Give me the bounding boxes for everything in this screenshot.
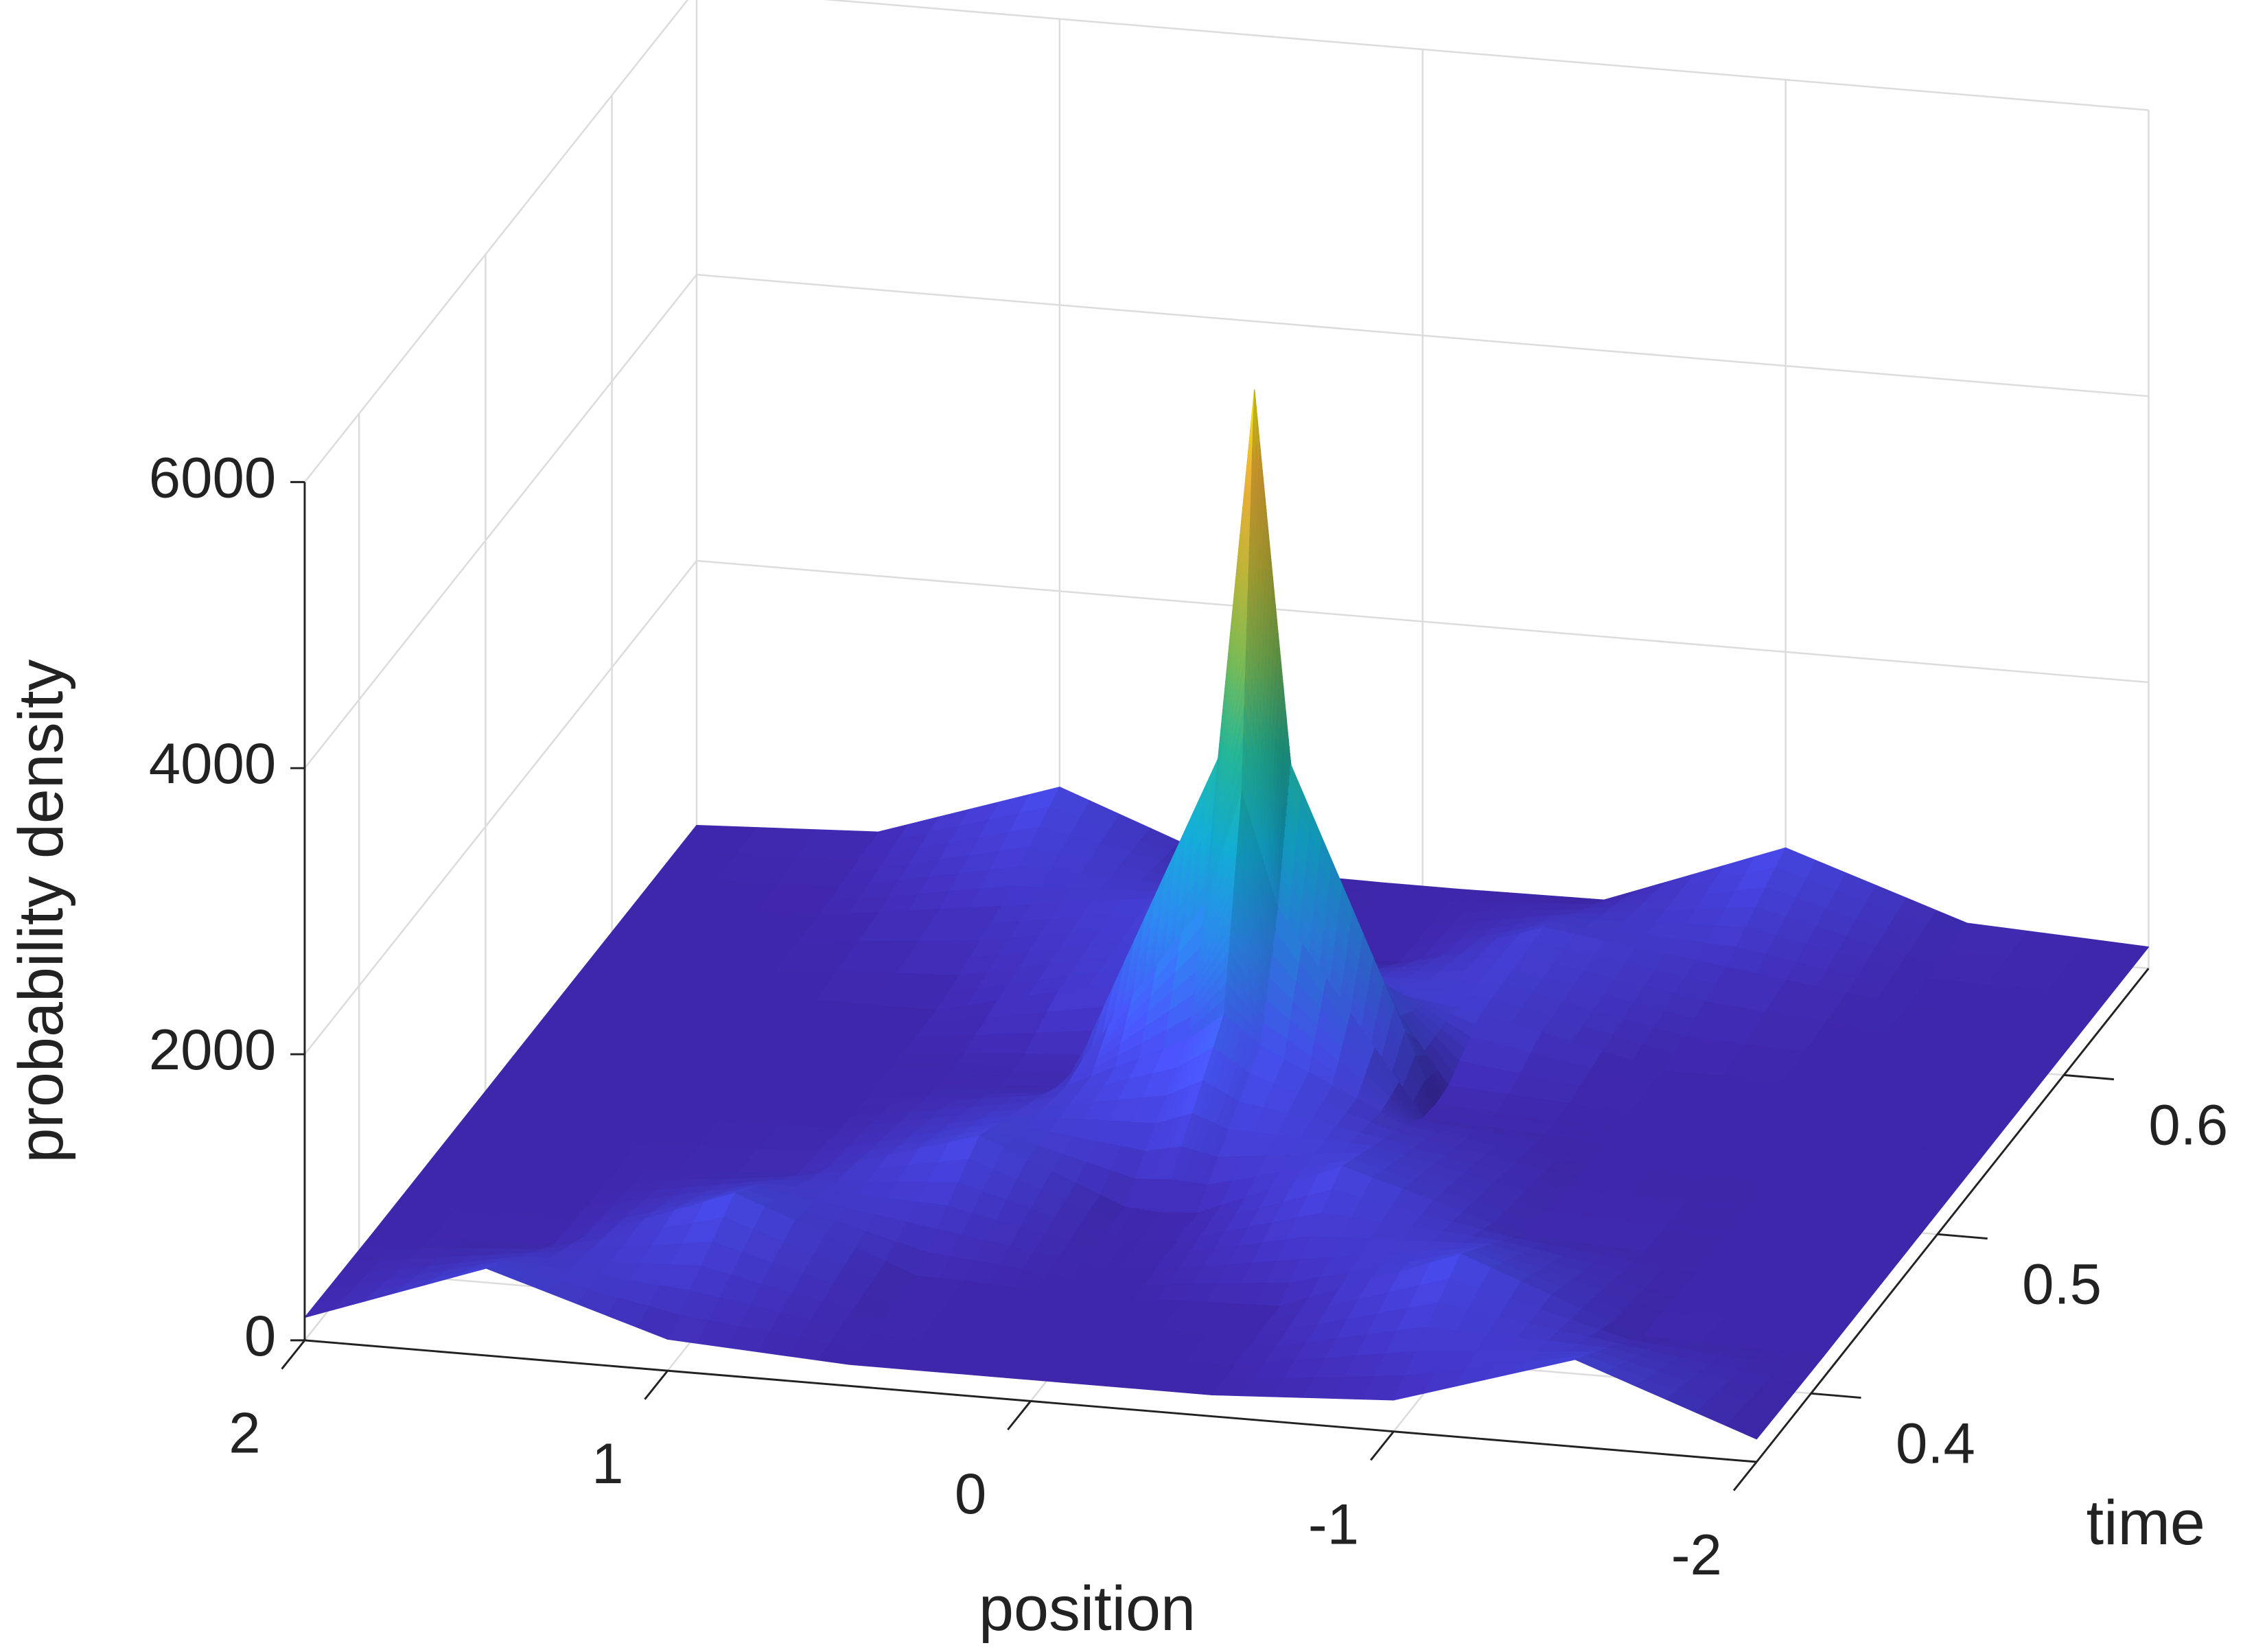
z-tick-label: 2000 — [149, 1018, 276, 1082]
x-tick-label: -2 — [1671, 1523, 1722, 1587]
z-axis-label: probability density — [6, 660, 76, 1163]
x-tick-label: 1 — [592, 1432, 623, 1496]
z-tick-label: 4000 — [149, 732, 276, 795]
grid-line — [303, 274, 697, 769]
y-tick-label: 0.6 — [2148, 1093, 2228, 1157]
y-axis-label: time — [2087, 1488, 2205, 1558]
surface — [304, 389, 2150, 1440]
y-tick-label: 0.5 — [2022, 1253, 2102, 1316]
surface-patch — [872, 1082, 940, 1091]
surface-patch — [933, 1084, 1001, 1091]
x-tick-label: 2 — [229, 1401, 260, 1465]
surface-patch — [964, 1032, 1037, 1055]
grid-line — [303, 560, 697, 1055]
grid-line — [303, 0, 689, 483]
x-tick-label: -1 — [1308, 1492, 1359, 1556]
surface-patch — [903, 1035, 977, 1054]
x-tick-label: 0 — [955, 1462, 986, 1526]
z-tick-label: 0 — [244, 1304, 276, 1368]
y-tick-label: 0.4 — [1896, 1411, 1975, 1475]
z-tick-label: 6000 — [149, 445, 276, 509]
x-axis-label: position — [979, 1574, 1196, 1644]
